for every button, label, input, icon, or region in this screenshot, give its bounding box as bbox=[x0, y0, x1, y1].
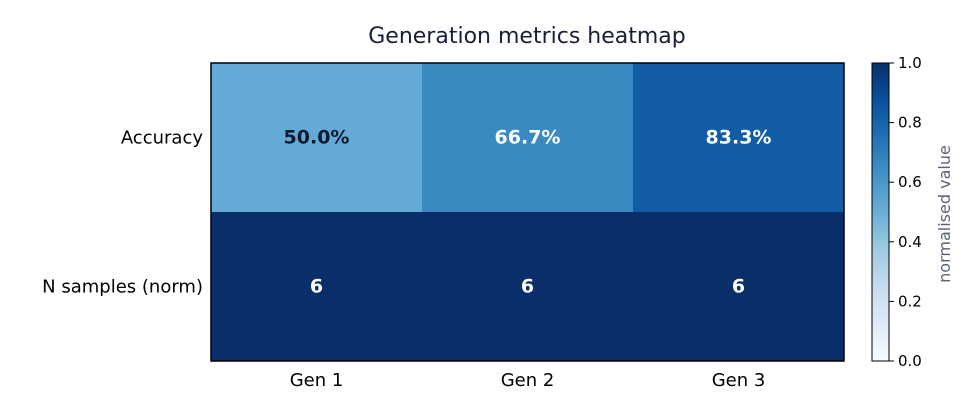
colorbar-tick-label: 0.6 bbox=[898, 173, 922, 191]
heatmap-cell-r1-c2 bbox=[633, 212, 845, 362]
x-tick-label: Gen 3 bbox=[712, 370, 766, 391]
colorbar: 0.0 0.2 0.4 0.6 0.8 1.0 normalised value bbox=[871, 54, 954, 370]
y-axis-labels: Accuracy N samples (norm) bbox=[42, 128, 203, 298]
y-tick-label: N samples (norm) bbox=[42, 277, 203, 298]
heatmap-cell-labels: 50.0% 66.7% 83.3% 6 6 6 bbox=[284, 127, 772, 298]
cell-label-r1-c0: 6 bbox=[310, 276, 323, 298]
y-tick-label: Accuracy bbox=[121, 128, 204, 149]
heatmap-cell-r0-c0 bbox=[211, 63, 423, 213]
x-tick-label: Gen 1 bbox=[290, 370, 344, 391]
cell-label-r0-c2: 83.3% bbox=[706, 127, 772, 149]
plot-frame bbox=[210, 62, 845, 362]
colorbar-tick-label: 0.2 bbox=[898, 292, 922, 310]
colorbar-gradient bbox=[871, 62, 890, 362]
colorbar-tick-label: 0.4 bbox=[898, 233, 922, 251]
colorbar-ticks: 0.0 0.2 0.4 0.6 0.8 1.0 bbox=[889, 54, 922, 370]
heatmap-cell-r0-c2 bbox=[633, 63, 845, 213]
chart-title: Generation metrics heatmap bbox=[368, 24, 686, 49]
x-tick-label: Gen 2 bbox=[501, 370, 555, 391]
colorbar-tick-label: 0.8 bbox=[898, 114, 922, 132]
colorbar-label: normalised value bbox=[935, 145, 954, 283]
colorbar-tick-label: 1.0 bbox=[898, 54, 922, 72]
cell-label-r1-c1: 6 bbox=[521, 276, 534, 298]
heatmap-cell-r1-c0 bbox=[211, 212, 423, 362]
heatmap-cells bbox=[211, 63, 845, 362]
cell-label-r0-c0: 50.0% bbox=[284, 127, 350, 149]
cell-label-r0-c1: 66.7% bbox=[495, 127, 561, 149]
x-axis-labels: Gen 1 Gen 2 Gen 3 bbox=[290, 370, 766, 391]
heatmap-cell-r1-c1 bbox=[422, 212, 634, 362]
heatmap-cell-r0-c1 bbox=[422, 63, 634, 213]
colorbar-tick-label: 0.0 bbox=[898, 352, 922, 370]
cell-label-r1-c2: 6 bbox=[732, 276, 745, 298]
